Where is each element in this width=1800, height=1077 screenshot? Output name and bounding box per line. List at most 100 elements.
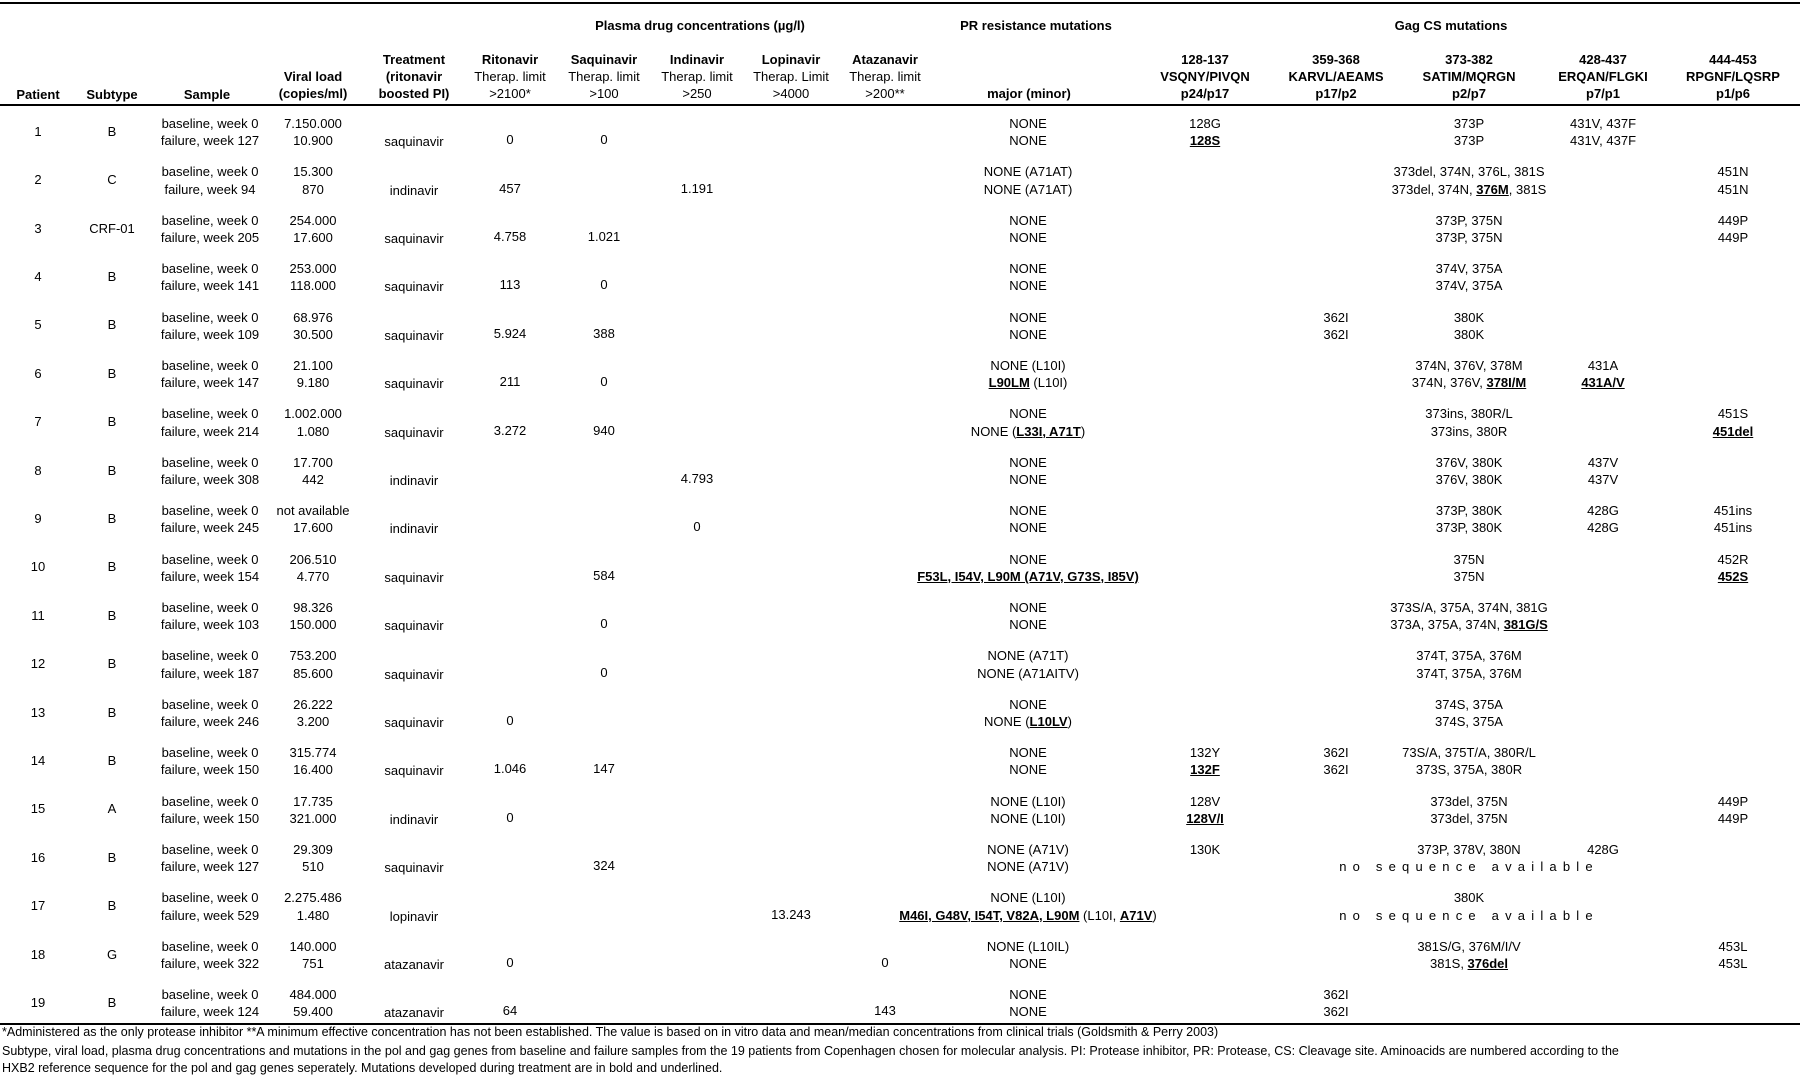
mutation-text: 362I — [1323, 987, 1349, 1003]
ritonavir-conc: 64 — [502, 1003, 518, 1019]
viral-load-baseline: 98.326 — [293, 600, 333, 615]
pr-mutations-failure: F53L, I54V, L90M (A71V, G73S, I85V) — [917, 568, 1139, 585]
mutation-text: 380K — [1453, 309, 1485, 325]
ritonavir-conc: 3.272 — [493, 422, 527, 438]
subtype: B — [107, 365, 117, 381]
viral-load-baseline: 253.000 — [289, 261, 337, 277]
viral-load-failure: 1.480 — [296, 907, 330, 923]
col-header-treatment-1: Treatment — [382, 52, 446, 67]
pr-mutations-failure: NONE — [1009, 1003, 1047, 1020]
mutation-text: 128V — [1189, 793, 1221, 809]
gag-cs-373-382-failure: 373A, 375A, 374N, 381G/S — [1390, 616, 1548, 633]
sample-failure: failure, week 127 — [160, 859, 260, 875]
subtype: B — [107, 898, 117, 914]
gag-cs-373-382-failure: 374S, 375A — [1435, 713, 1503, 730]
mutation-text: 428G — [1587, 842, 1619, 857]
mutation-text: 381G/S — [1503, 617, 1548, 633]
mutation-text: 376M — [1476, 181, 1509, 197]
col-header-indinavir: Indinavir — [669, 52, 725, 67]
sample-baseline: baseline, week 0 — [161, 890, 259, 906]
viral-load-baseline: 15.300 — [293, 164, 333, 180]
col-header-ritonavir-limit: Therap. limit — [474, 69, 546, 84]
mutation-text: NONE (A71AITV) — [977, 665, 1079, 681]
mutation-text: NONE ( — [970, 423, 1017, 439]
saquinavir-conc: 388 — [593, 325, 615, 341]
mutation-text: 375N — [1453, 551, 1485, 567]
mutation-text: 132F — [1190, 762, 1220, 778]
gag-cs-373-382-baseline: 374T, 375A, 376M — [1416, 647, 1522, 664]
gag-cs-444-453-baseline: 451ins — [1714, 502, 1752, 519]
pr-mutations-baseline: NONE (A71AT) — [984, 163, 1073, 180]
col-header-g3-seq: SATIM/MQRGN — [1422, 69, 1516, 84]
gag-cs-373-382-failure: 381S, 376del — [1430, 955, 1508, 972]
mutation-text: NONE — [1009, 472, 1047, 487]
patient-number: 17 — [30, 898, 46, 914]
bottom-rule — [0, 1023, 1800, 1025]
pr-mutations-baseline: NONE — [1009, 599, 1047, 616]
no-sequence-note: no sequence available — [1339, 907, 1599, 923]
no-sequence-note: no sequence available — [1339, 859, 1599, 875]
col-header-g5-seq: RPGNF/LQSRP — [1686, 69, 1780, 84]
gag-cs-444-453-failure: 451ins — [1714, 519, 1752, 536]
mutation-text: NONE (A71V) — [987, 859, 1069, 875]
col-header-treatment-3: boosted PI) — [378, 86, 450, 101]
gag-cs-373-382-failure: 373P, 375N — [1436, 229, 1503, 246]
sample-failure: failure, week 147 — [160, 375, 260, 391]
mutation-text: 373del, 374N, 376L, 381S — [1393, 164, 1545, 180]
mutation-text: 362I — [1323, 309, 1349, 325]
sample-failure: failure, week 322 — [160, 956, 260, 971]
viral-load-baseline: 7.150.000 — [284, 116, 342, 131]
viral-load-failure: 59.400 — [293, 1004, 333, 1020]
sample-baseline: baseline, week 0 — [161, 987, 259, 1003]
pr-mutations-failure: NONE — [1009, 616, 1047, 633]
saquinavir-conc: 0 — [600, 132, 608, 148]
viral-load-baseline: 206.510 — [289, 551, 337, 567]
mutation-text: M46I, G48V, I54T, V82A, L90M — [899, 907, 1080, 923]
col-header-g5-range: 444-453 — [1709, 52, 1757, 67]
subtype: B — [107, 559, 117, 575]
pr-mutations-failure: NONE — [1009, 229, 1047, 246]
mutation-text: 373ins, 380R/L — [1425, 406, 1513, 422]
gag-cs-373-382-failure: 373S, 375A, 380R — [1416, 761, 1522, 778]
patient-number: 19 — [30, 994, 46, 1010]
col-header-g2-range: 359-368 — [1312, 52, 1360, 67]
mutation-text: 449P — [1717, 793, 1749, 809]
subtype: B — [107, 414, 117, 430]
sample-baseline: baseline, week 0 — [161, 261, 259, 277]
col-header-saquinavir-value: >100 — [589, 86, 619, 101]
gag-cs-359-368-baseline: 362I — [1323, 986, 1348, 1003]
mutation-text: NONE — [1009, 230, 1047, 245]
pr-mutations-failure: NONE — [1009, 277, 1047, 294]
mutation-text: NONE — [1009, 278, 1047, 294]
saquinavir-conc: 0 — [600, 616, 608, 632]
caption-line-1: Subtype, viral load, plasma drug concent… — [2, 1044, 1619, 1058]
gag-cs-428-437-baseline: 437V — [1588, 454, 1618, 471]
ritonavir-conc: 5.924 — [493, 325, 527, 341]
pr-mutations-baseline: NONE — [1009, 454, 1047, 471]
mutation-text: 132Y — [1189, 745, 1221, 761]
treatment: atazanavir — [384, 1005, 444, 1021]
subtype: B — [107, 656, 117, 672]
patient-number: 10 — [30, 559, 46, 575]
patient-number: 6 — [34, 365, 42, 381]
sample-baseline: baseline, week 0 — [161, 600, 259, 615]
gag-cs-373-382-baseline: 373del, 375N — [1430, 793, 1507, 810]
ritonavir-conc: 0 — [506, 713, 514, 728]
subtype: G — [106, 946, 118, 962]
viral-load-baseline: 315.774 — [289, 745, 337, 761]
col-header-major-minor: major (minor) — [987, 86, 1071, 101]
treatment: saquinavir — [384, 376, 444, 392]
viral-load-baseline: 26.222 — [293, 696, 333, 712]
patient-number: 16 — [30, 849, 46, 865]
mutation-text: 374S, 375A — [1435, 696, 1503, 712]
ritonavir-conc: 0 — [506, 809, 514, 825]
mutation-text: 449P — [1717, 230, 1749, 245]
gag-cs-128-137-baseline: 128V — [1190, 793, 1220, 810]
col-header-viral-load-1: Viral load — [283, 69, 343, 84]
sample-failure: failure, week 246 — [160, 714, 260, 729]
gag-cs-444-453-baseline: 449P — [1718, 212, 1748, 229]
subtype: CRF-01 — [89, 220, 135, 236]
col-header-lopinavir-limit: Therap. Limit — [753, 69, 829, 84]
sample-baseline: baseline, week 0 — [161, 406, 259, 422]
treatment: saquinavir — [384, 424, 444, 440]
